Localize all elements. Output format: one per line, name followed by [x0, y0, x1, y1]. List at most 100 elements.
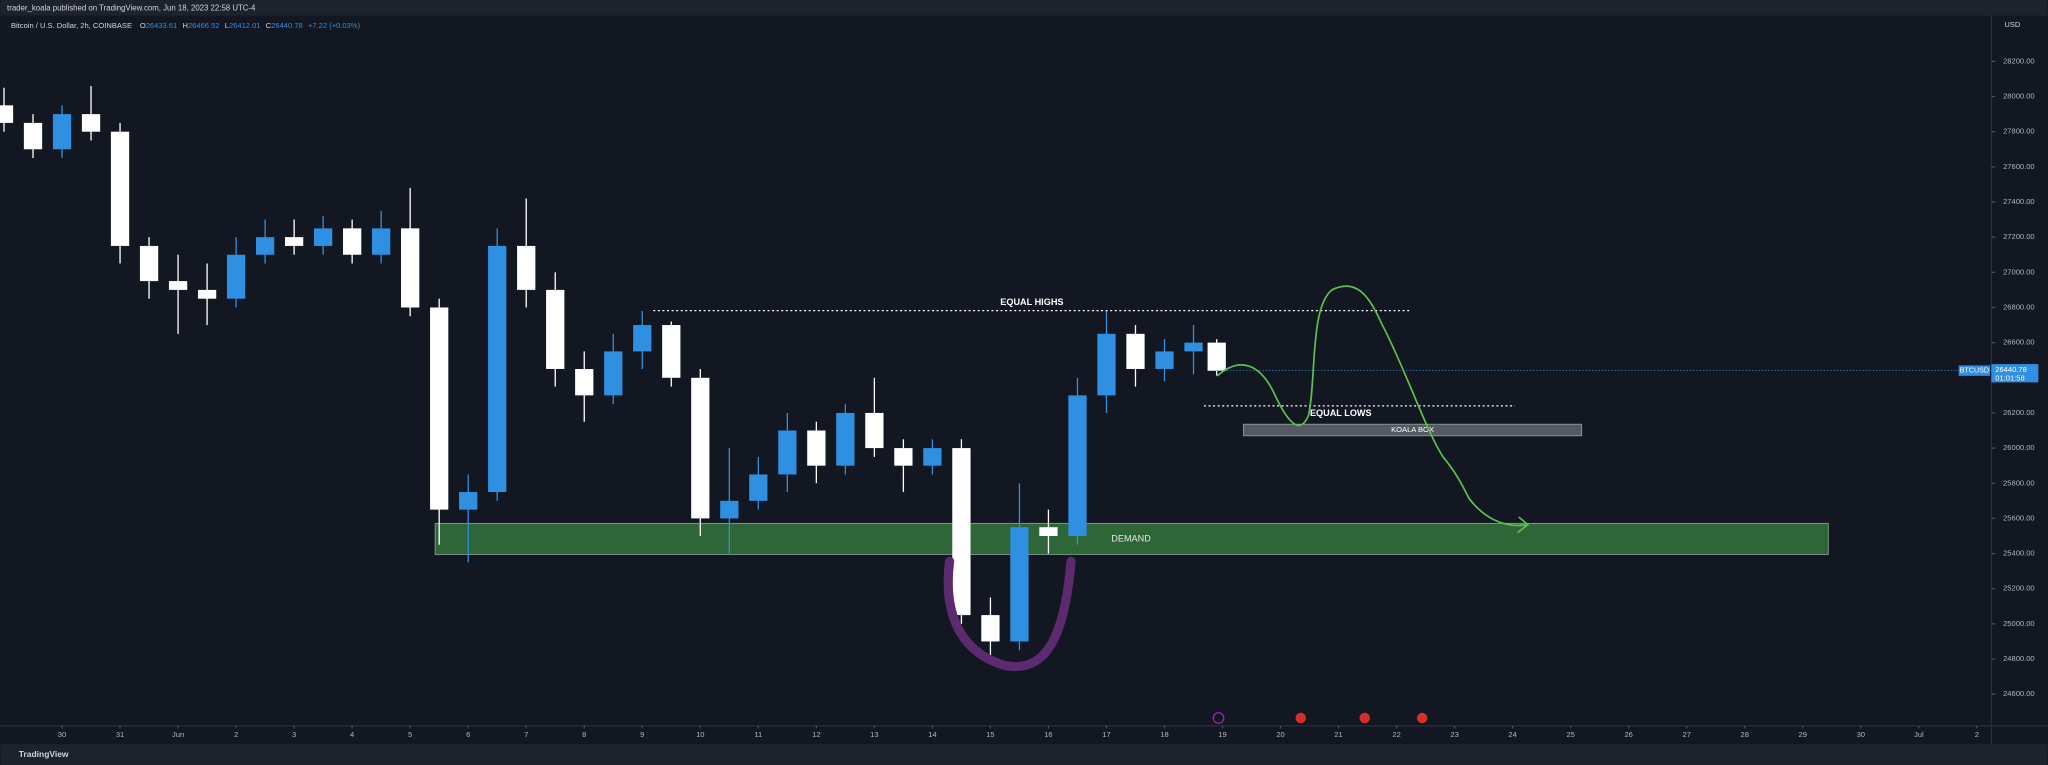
- x-tick-label: 6: [466, 730, 470, 739]
- y-tick-label: 25000.00: [2003, 619, 2035, 628]
- publisher: trader_koala published on TradingView.co…: [7, 4, 256, 13]
- candle-body: [662, 325, 681, 378]
- candle-body: [981, 615, 1000, 642]
- x-tick-label: 2: [234, 730, 238, 739]
- x-tick-label: 9: [640, 730, 644, 739]
- x-tick-label: 10: [696, 730, 704, 739]
- x-tick-label: 26: [1624, 730, 1632, 739]
- candle-body: [1155, 351, 1174, 369]
- candle-body: [197, 289, 217, 299]
- candle-body: [720, 500, 739, 519]
- koala-box-box: [1243, 423, 1583, 437]
- y-tick-label: 27000.00: [2003, 267, 2035, 276]
- y-tick-label: 25200.00: [2003, 584, 2035, 593]
- legend-value: 26433.61: [146, 21, 178, 30]
- x-tick-label: 25: [1566, 730, 1574, 739]
- x-tick-label: 12: [812, 730, 820, 739]
- x-tick-label: 28: [1741, 730, 1749, 739]
- equal-lows-label: EQUAL LOWS: [1310, 408, 1372, 418]
- candle-body: [372, 228, 391, 255]
- candle-body: [517, 245, 536, 290]
- candle-body: [0, 105, 14, 123]
- legend-change: +7.22 (+0.03%): [308, 21, 361, 30]
- candle-body: [110, 131, 130, 246]
- y-tick-label: 25800.00: [2003, 478, 2035, 487]
- x-tick-label: 11: [754, 730, 762, 739]
- x-tick-label: 14: [928, 730, 936, 739]
- x-tick-label: Jun: [172, 730, 184, 739]
- candle-body: [343, 228, 362, 255]
- candle-body: [1207, 342, 1226, 371]
- candle-body: [575, 368, 594, 396]
- x-tick-label: 23: [1450, 730, 1458, 739]
- candle-body: [81, 114, 101, 132]
- y-tick-label: 26200.00: [2003, 408, 2035, 417]
- y-tick-label: 26600.00: [2003, 338, 2035, 347]
- legend: Bitcoin / U.S. Dollar, 2h, COINBASE O2643…: [11, 21, 361, 30]
- candle-body: [952, 448, 971, 616]
- y-tick-label: 26000.00: [2003, 443, 2035, 452]
- brand: TradingView: [19, 749, 69, 759]
- candle-body: [807, 430, 826, 466]
- demand-label: DEMAND: [1111, 533, 1151, 543]
- equal-highs-label: EQUAL HIGHS: [1000, 297, 1063, 307]
- x-tick-label: 15: [986, 730, 994, 739]
- y-tick-label: 25600.00: [2003, 513, 2035, 522]
- x-tick-label: 8: [582, 730, 586, 739]
- koala-box-label: KOALA BOX: [1391, 425, 1434, 434]
- candle-body: [1068, 395, 1087, 536]
- x-tick-label: 22: [1392, 730, 1400, 739]
- x-tick-label: 5: [408, 730, 412, 739]
- candle-body: [226, 254, 246, 299]
- candle-body: [313, 228, 333, 246]
- candle-body: [633, 325, 652, 352]
- y-tick-label: 24600.00: [2003, 689, 2035, 698]
- y-tick-label: 26800.00: [2003, 302, 2035, 311]
- price-tag: [1991, 364, 2039, 383]
- currency: USD: [2004, 20, 2021, 29]
- legend-key: L: [225, 21, 229, 30]
- x-tick-label: 19: [1218, 730, 1226, 739]
- projection-drawing: [1216, 285, 1530, 534]
- x-tick-label: 24: [1508, 730, 1516, 739]
- x-tick-label: 2: [1975, 730, 1979, 739]
- candle-body: [1039, 527, 1058, 536]
- event-icon: [1359, 712, 1370, 724]
- candle-body: [255, 237, 275, 255]
- x-tick-label: 17: [1102, 730, 1110, 739]
- candle-body: [923, 448, 942, 466]
- legend-value: 26412.01: [229, 21, 261, 30]
- legend-title: Bitcoin / U.S. Dollar, 2h, COINBASE: [11, 21, 132, 30]
- x-tick-label: 31: [116, 730, 124, 739]
- plot: 24600.00 24800.00 25000.00 25200.00 25400.00…: [0, 56, 2039, 739]
- y-tick-label: 24800.00: [2003, 654, 2035, 663]
- x-tick-label: 21: [1334, 730, 1342, 739]
- event-icon: [1212, 712, 1225, 724]
- candle-body: [139, 245, 159, 282]
- y-tick-label: 25400.00: [2003, 549, 2035, 558]
- x-tick-label: 4: [350, 730, 354, 739]
- x-tick-label: 30: [1857, 730, 1865, 739]
- legend-value: 26440.78: [271, 21, 303, 30]
- y-tick-label: 27800.00: [2003, 127, 2035, 136]
- y-tick-label: 27200.00: [2003, 232, 2035, 241]
- symbol-label: BTCUSD: [1960, 367, 1990, 375]
- u-drawing: [943, 556, 1076, 672]
- bottom-bar: [0, 744, 2048, 765]
- x-tick-label: 27: [1683, 730, 1691, 739]
- x-tick-label: Jul: [1914, 730, 1924, 739]
- candle-body: [23, 122, 43, 150]
- candle-body: [1126, 333, 1145, 369]
- top-bar: [0, 0, 2048, 16]
- y-tick-label: 27400.00: [2003, 197, 2035, 206]
- event-icon: [1295, 712, 1306, 724]
- x-tick-label: 30: [58, 730, 66, 739]
- candle-body: [865, 412, 884, 449]
- candle-body: [168, 281, 188, 290]
- symbol-tag: [1958, 365, 1991, 376]
- candle-body: [1010, 527, 1029, 642]
- candle-body: [430, 307, 449, 510]
- x-tick-label: 20: [1276, 730, 1284, 739]
